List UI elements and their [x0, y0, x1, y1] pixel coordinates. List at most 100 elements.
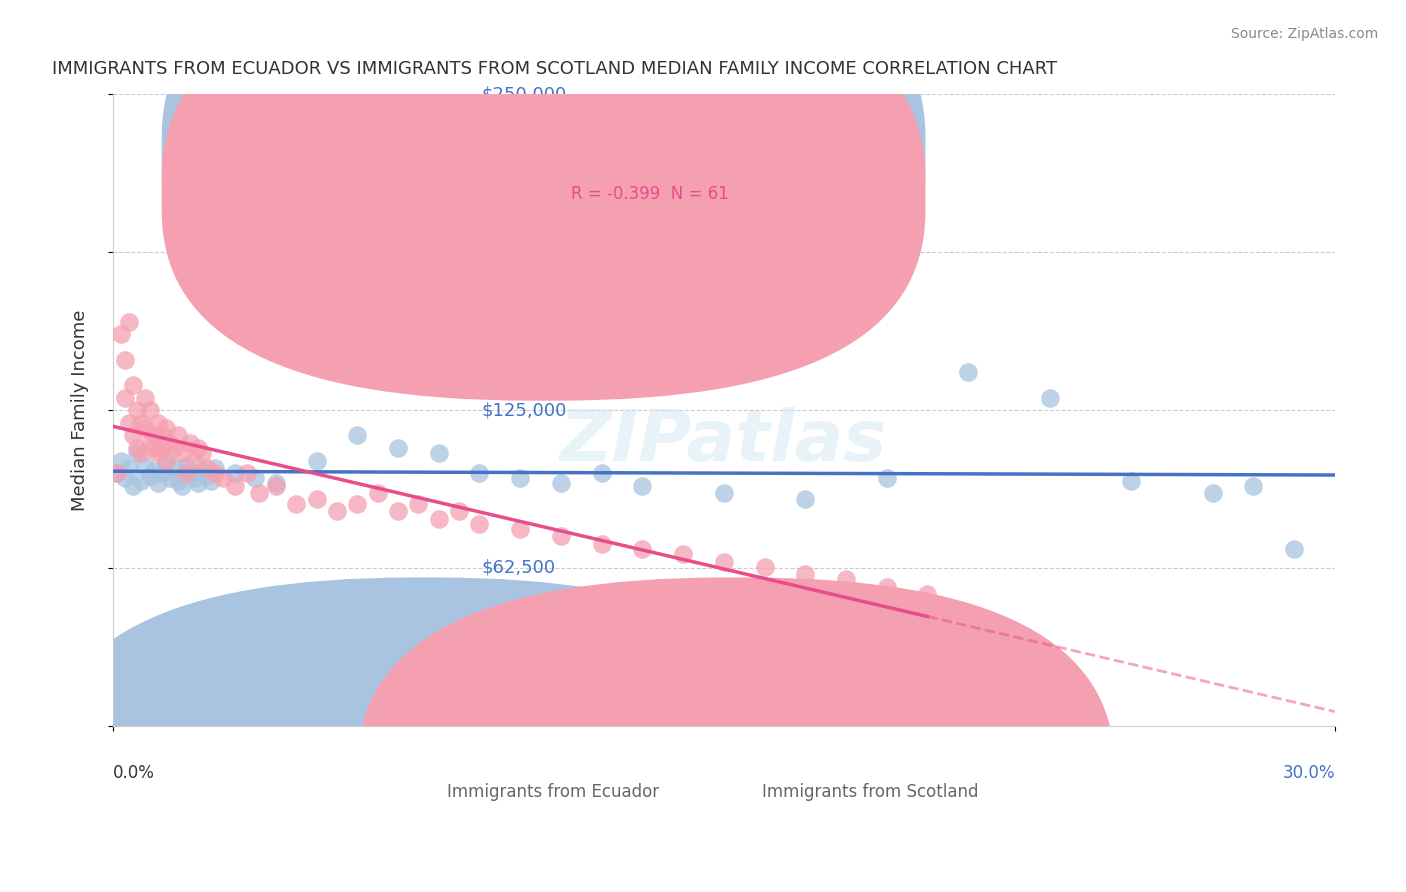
Text: IMMIGRANTS FROM ECUADOR VS IMMIGRANTS FROM SCOTLAND MEDIAN FAMILY INCOME CORRELA: IMMIGRANTS FROM ECUADOR VS IMMIGRANTS FR… [52, 60, 1057, 78]
Point [134, 421, 156, 435]
Point [346, 428, 368, 442]
Point [835, 572, 858, 586]
Point [174, 458, 197, 473]
Point [183, 471, 205, 485]
Point [146, 416, 169, 430]
Point [142, 428, 165, 442]
Point [468, 516, 491, 531]
Point [191, 446, 214, 460]
Point [172, 479, 194, 493]
Point [672, 547, 695, 561]
Text: 30.0%: 30.0% [1282, 764, 1334, 781]
Point [159, 436, 181, 450]
Point [155, 421, 177, 435]
Point [127, 403, 149, 417]
Point [110, 327, 132, 342]
Point [122, 428, 145, 442]
Point [167, 428, 190, 442]
Text: $187,500: $187,500 [482, 244, 568, 261]
Point [150, 428, 173, 442]
Point [285, 497, 308, 511]
Point [187, 476, 209, 491]
Point [264, 476, 287, 491]
Point [191, 464, 214, 478]
Point [183, 453, 205, 467]
Point [794, 567, 817, 582]
Point [754, 559, 776, 574]
Text: Source: ZipAtlas.com: Source: ZipAtlas.com [1230, 27, 1378, 41]
FancyBboxPatch shape [162, 0, 925, 401]
Point [114, 352, 136, 367]
Point [118, 416, 141, 430]
Point [155, 453, 177, 467]
Point [142, 464, 165, 478]
FancyBboxPatch shape [503, 120, 920, 234]
Point [509, 522, 531, 536]
Point [1039, 391, 1062, 405]
Y-axis label: Median Family Income: Median Family Income [72, 310, 89, 511]
Point [134, 458, 156, 473]
Point [468, 467, 491, 481]
Point [195, 468, 218, 483]
Point [200, 474, 222, 488]
Point [204, 467, 226, 481]
Point [1241, 479, 1264, 493]
Point [876, 471, 898, 485]
Point [163, 441, 186, 455]
Point [131, 416, 153, 430]
Point [179, 436, 201, 450]
Point [127, 441, 149, 455]
Text: Immigrants from Ecuador: Immigrants from Ecuador [447, 782, 659, 801]
Point [114, 391, 136, 405]
Point [305, 453, 328, 467]
Point [224, 479, 246, 493]
Point [131, 446, 153, 460]
FancyBboxPatch shape [45, 577, 803, 892]
Point [713, 555, 735, 569]
Point [236, 467, 259, 481]
Point [245, 471, 267, 485]
Point [138, 468, 160, 483]
Point [110, 453, 132, 467]
Point [249, 486, 271, 500]
Point [138, 436, 160, 450]
Point [957, 365, 980, 379]
Point [211, 471, 233, 485]
Point [591, 537, 613, 551]
Point [346, 497, 368, 511]
Point [114, 471, 136, 485]
Point [163, 461, 186, 475]
Point [204, 461, 226, 475]
Point [305, 491, 328, 506]
Point [187, 441, 209, 455]
Point [1282, 542, 1305, 557]
Point [408, 497, 430, 511]
Point [794, 491, 817, 506]
Point [631, 542, 654, 557]
Point [550, 476, 572, 491]
Text: ZIPatlas: ZIPatlas [560, 408, 887, 476]
Point [146, 446, 169, 460]
Point [122, 377, 145, 392]
Point [150, 441, 173, 455]
Point [591, 467, 613, 481]
Point [105, 467, 128, 481]
Point [179, 467, 201, 481]
Point [195, 461, 218, 475]
Point [142, 441, 165, 455]
Point [447, 504, 470, 518]
Point [138, 403, 160, 417]
Point [509, 471, 531, 485]
Point [150, 467, 173, 481]
Point [550, 529, 572, 543]
Point [264, 479, 287, 493]
Point [917, 587, 939, 601]
Point [118, 315, 141, 329]
Point [134, 391, 156, 405]
Point [155, 456, 177, 470]
Point [122, 479, 145, 493]
Point [127, 446, 149, 460]
Point [118, 461, 141, 475]
Point [146, 476, 169, 491]
Point [387, 441, 409, 455]
